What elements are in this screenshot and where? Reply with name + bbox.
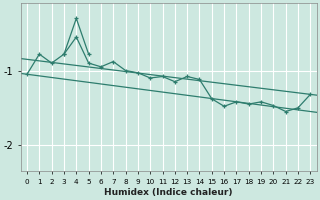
X-axis label: Humidex (Indice chaleur): Humidex (Indice chaleur) [104,188,233,197]
